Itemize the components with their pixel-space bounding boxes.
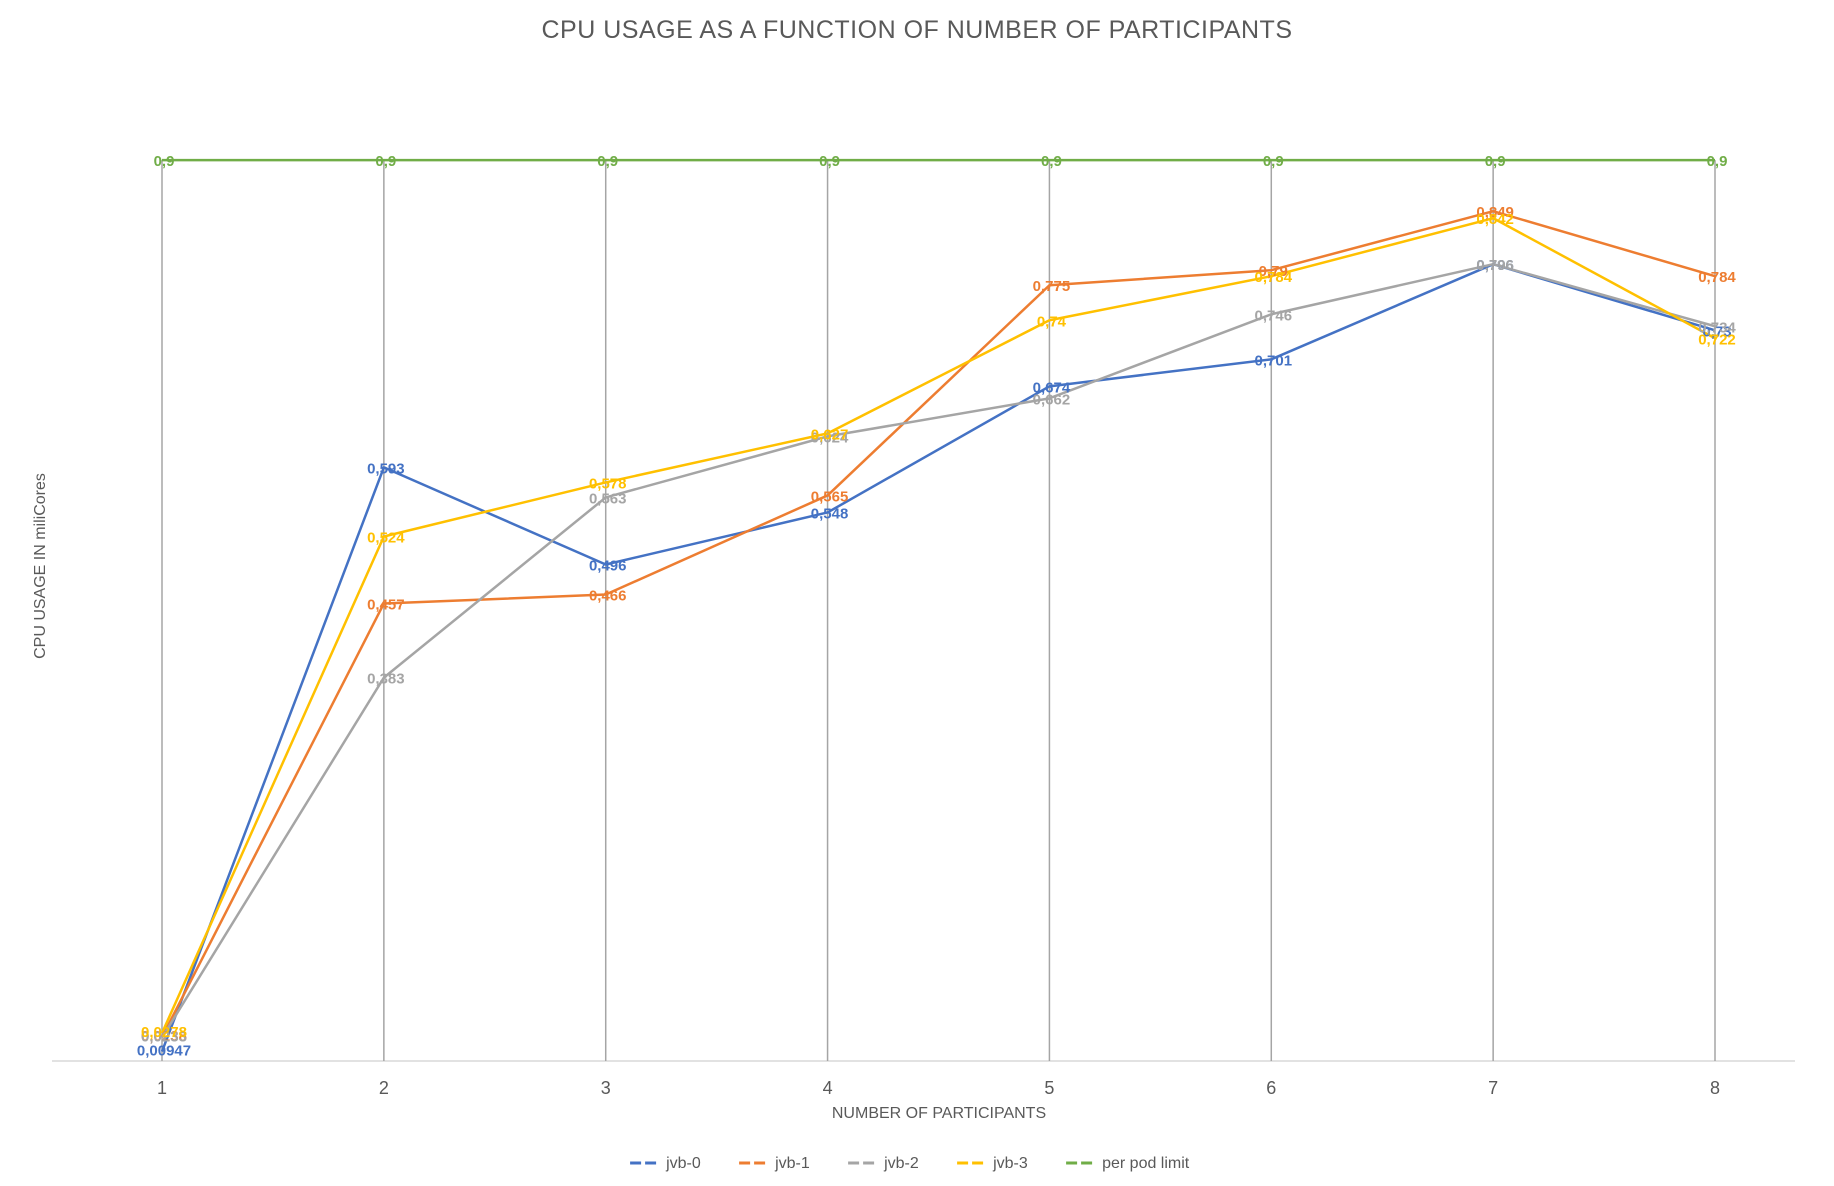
legend-item-jvb-0: jvb-0 [630, 1155, 701, 1172]
chart-title: CPU USAGE AS A FUNCTION OF NUMBER OF PAR… [542, 16, 1293, 44]
data-label-jvb-3-2: 0,524 [367, 529, 405, 546]
x-tick-label-8: 8 [1710, 1078, 1720, 1098]
data-label-jvb-2-8: 0,734 [1698, 319, 1736, 336]
series-line-jvb-2 [160, 262, 1716, 1039]
x-tick-label-1: 1 [157, 1078, 167, 1098]
data-label-jvb-2-7: 0,796 [1476, 257, 1514, 274]
data-label-jvb-2-2: 0,383 [367, 671, 405, 688]
data-label-jvb-3-6: 0,784 [1255, 269, 1293, 286]
data-label-jvb-3-3: 0,578 [589, 475, 627, 492]
x-tick-label-5: 5 [1044, 1078, 1054, 1098]
data-label-jvb-0-3: 0,496 [589, 558, 627, 575]
data-label-jvb-3-7: 0,842 [1476, 211, 1514, 228]
legend: jvb-0 jvb-1 jvb-2 jvb-3 per pod limit [630, 1155, 1190, 1172]
data-labels: 0,00947 0,593 0,496 0,548 0,674 0,701 0,796 0,7… [137, 153, 1737, 1059]
data-label-per-pod-limit-4: 0,9 [819, 153, 840, 170]
x-tick-label-6: 6 [1266, 1078, 1276, 1098]
data-label-jvb-0-7: 0,796 [1476, 257, 1514, 274]
data-label-jvb-1-3: 0,466 [589, 588, 627, 605]
data-label-jvb-1-8: 0,784 [1698, 269, 1736, 286]
legend-item-jvb-2: jvb-2 [848, 1155, 919, 1172]
legend-label-jvb-3: jvb-3 [992, 1155, 1028, 1172]
data-label-jvb-1-5: 0,775 [1033, 278, 1071, 295]
data-label-jvb-3-5: 0,74 [1037, 313, 1067, 330]
data-label-jvb-3-8: 0,722 [1698, 331, 1736, 348]
series-line-jvb-1 [160, 209, 1716, 1038]
legend-label-jvb-2: jvb-2 [883, 1155, 919, 1172]
x-tick-label-7: 7 [1488, 1078, 1498, 1098]
data-label-per-pod-limit-1: 0,9 [154, 153, 175, 170]
data-label-jvb-1-2: 0,457 [367, 597, 405, 614]
data-label-per-pod-limit-7: 0,9 [1485, 153, 1506, 170]
series-line-jvb-3 [160, 216, 1716, 1034]
data-label-per-pod-limit-3: 0,9 [597, 153, 618, 170]
x-tick-label-3: 3 [601, 1078, 611, 1098]
y-axis-label: CPU USAGE IN miliCores [32, 473, 49, 659]
data-label-jvb-1-6: 0,79 [1259, 263, 1288, 280]
data-label-per-pod-limit-8: 0,9 [1707, 153, 1728, 170]
drop-lines [161, 160, 1716, 1061]
x-axis-label: NUMBER OF PARTICIPANTS [832, 1105, 1046, 1122]
data-label-jvb-2-6: 0,746 [1255, 307, 1293, 324]
data-label-per-pod-limit-2: 0,9 [375, 153, 396, 170]
data-label-jvb-0-1: 0,00947 [137, 1043, 191, 1060]
legend-label-per-pod-limit: per pod limit [1102, 1155, 1190, 1172]
legend-item-jvb-1: jvb-1 [739, 1155, 810, 1172]
data-label-jvb-1-1: 0,0238 [141, 1028, 187, 1045]
data-label-jvb-2-5: 0,662 [1033, 391, 1071, 408]
data-label-per-pod-limit-6: 0,9 [1263, 153, 1284, 170]
data-label-jvb-1-4: 0,565 [811, 488, 849, 505]
series-line-jvb-0 [160, 262, 1716, 1052]
data-label-jvb-3-4: 0,627 [811, 426, 849, 443]
data-label-jvb-3-1: 0,0278 [141, 1024, 187, 1041]
legend-item-per-pod-limit: per pod limit [1066, 1155, 1190, 1172]
data-label-jvb-1-7: 0,849 [1476, 204, 1514, 221]
data-label-jvb-2-3: 0,563 [589, 490, 627, 507]
legend-label-jvb-0: jvb-0 [665, 1155, 701, 1172]
x-tick-label-4: 4 [823, 1078, 833, 1098]
data-label-jvb-0-5: 0,674 [1033, 379, 1071, 396]
data-label-jvb-0-4: 0,548 [811, 505, 849, 522]
data-label-jvb-0-2: 0,593 [367, 460, 405, 477]
legend-label-jvb-1: jvb-1 [774, 1155, 810, 1172]
data-label-jvb-0-8: 0,73 [1702, 323, 1731, 340]
x-tick-labels: 1 2 3 4 5 6 7 8 [157, 1078, 1720, 1098]
data-label-jvb-2-4: 0,624 [811, 429, 849, 446]
data-label-jvb-2-1: 0,0233 [141, 1029, 187, 1046]
legend-item-jvb-3: jvb-3 [957, 1155, 1028, 1172]
data-label-jvb-0-6: 0,701 [1255, 352, 1293, 369]
data-label-per-pod-limit-5: 0,9 [1041, 153, 1062, 170]
x-tick-label-2: 2 [379, 1078, 389, 1098]
series-lines [160, 158, 1716, 1052]
